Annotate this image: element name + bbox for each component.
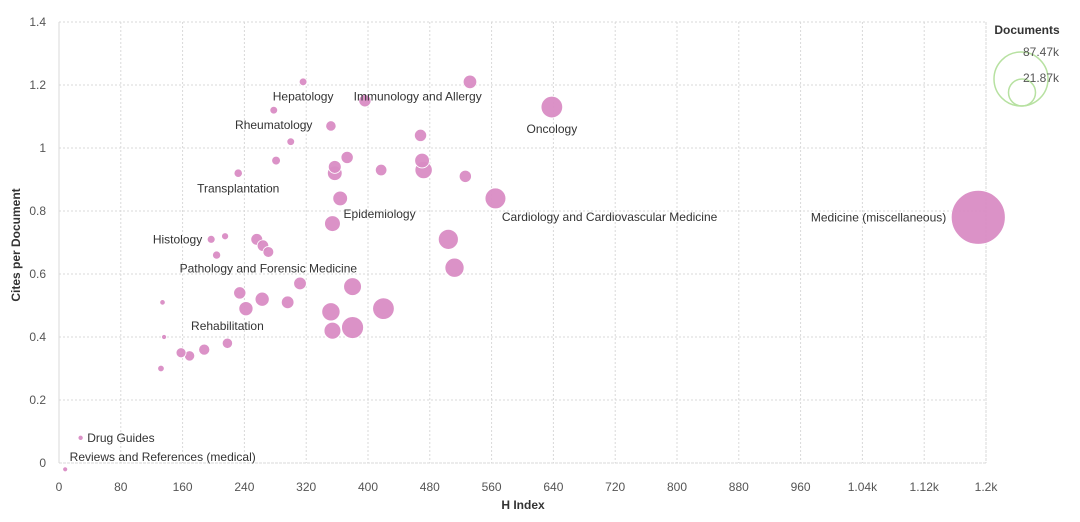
legend-title: Documents <box>994 23 1060 37</box>
bubble-labels: Medicine (miscellaneous) Oncology Cardiolo… <box>70 90 947 464</box>
legend-label-small: 21.87k <box>1023 71 1060 85</box>
bubble-epidemiology <box>332 190 348 207</box>
bubble-label-transplantation: Transplantation <box>197 181 279 195</box>
bubble <box>341 316 364 339</box>
bubble <box>254 291 270 307</box>
bubble <box>414 128 428 142</box>
bubble <box>340 150 354 164</box>
x-tick-label: 1.2k <box>975 480 999 494</box>
bubble-hepatology <box>298 77 308 87</box>
x-tick-label: 720 <box>605 480 625 494</box>
bubble-label-hepatology: Hepatology <box>273 90 334 104</box>
bubble-label-pathology-and-forensic-medicine: Pathology and Forensic Medicine <box>180 261 358 275</box>
x-tick-label: 640 <box>543 480 563 494</box>
bubble <box>157 364 165 373</box>
legend-size-circle <box>1007 78 1037 107</box>
bubble-reviews-and-references-medical <box>62 466 69 473</box>
bubble-cardiology-and-cardiovascular-medicine <box>484 187 507 210</box>
axes: H Index Cites per Document 0 80 160 240 320 4… <box>9 15 998 512</box>
bubble <box>280 295 295 310</box>
x-tick-label: 960 <box>791 480 811 494</box>
bubble <box>327 160 342 174</box>
bubble-label-histology: Histology <box>153 232 202 246</box>
bubble-label-drug-guides: Drug Guides <box>87 431 154 445</box>
x-tick-label: 560 <box>482 480 502 494</box>
bubble-label-immunology-and-allergy: Immunology and Allergy <box>354 90 482 104</box>
bubble <box>198 343 211 356</box>
bubble <box>175 347 187 359</box>
legend: Documents 87.47k 21.87k <box>993 23 1060 107</box>
bubble <box>458 169 472 183</box>
bubble <box>221 232 230 241</box>
legend-label-large: 87.47k <box>1023 45 1060 59</box>
y-tick-label: 1.2 <box>29 78 46 92</box>
bubble-label-cardiology-and-cardiovascular-medicine: Cardiology and Cardiovascular Medicine <box>502 210 718 224</box>
bubble <box>293 276 307 291</box>
y-tick-label: 0.2 <box>29 393 46 407</box>
x-tick-label: 1.12k <box>910 480 940 494</box>
bubble-label-rheumatology: Rheumatology <box>235 118 312 132</box>
x-tick-label: 160 <box>173 480 193 494</box>
bubble <box>414 152 430 169</box>
bubble <box>374 163 388 177</box>
bubble-immunology-and-allergy <box>462 74 478 90</box>
bubble-medicine-miscellaneous <box>950 189 1006 245</box>
x-tick-label: 80 <box>114 480 128 494</box>
bubble <box>321 302 341 322</box>
x-tick-label: 800 <box>667 480 687 494</box>
bubble <box>286 137 296 146</box>
bubble <box>233 286 247 300</box>
bubble-label-oncology: Oncology <box>527 122 578 136</box>
bubble-drug-guides <box>77 434 84 441</box>
y-tick-label: 0.4 <box>29 330 46 344</box>
bubble-oncology <box>540 95 564 119</box>
bubble <box>324 215 341 232</box>
bubble <box>372 297 395 320</box>
y-tick-label: 1 <box>39 141 46 155</box>
bubble <box>212 250 222 260</box>
y-tick-label: 1.4 <box>29 15 46 29</box>
bubble <box>343 277 362 296</box>
x-tick-label: 480 <box>420 480 440 494</box>
bubble <box>323 321 342 340</box>
x-tick-label: 320 <box>296 480 316 494</box>
x-tick-label: 0 <box>56 480 63 494</box>
bubble-transplantation <box>233 168 243 178</box>
bubble <box>325 120 337 132</box>
x-tick-label: 240 <box>234 480 254 494</box>
bubble <box>437 228 459 250</box>
grid <box>58 21 987 464</box>
bubble-label-reviews-and-references-medical: Reviews and References (medical) <box>70 450 256 464</box>
bubble-rehabilitation <box>221 337 233 349</box>
y-tick-label: 0 <box>39 456 46 470</box>
x-tick-label: 880 <box>729 480 749 494</box>
bubble <box>358 94 372 108</box>
bubble <box>271 155 281 166</box>
bubble <box>161 334 167 340</box>
bubble <box>159 299 166 306</box>
bubble-histology <box>206 234 216 244</box>
y-tick-label: 0.8 <box>29 204 46 218</box>
x-tick-label: 400 <box>358 480 378 494</box>
bubble-label-epidemiology: Epidemiology <box>344 207 416 221</box>
x-tick-label: 1.04k <box>848 480 878 494</box>
x-axis-title: H Index <box>501 498 545 512</box>
bubbles <box>62 74 1006 473</box>
bubble-label-rehabilitation: Rehabilitation <box>191 319 264 333</box>
y-tick-label: 0.6 <box>29 267 46 281</box>
bubble-rheumatology <box>269 105 279 115</box>
bubble <box>238 301 254 317</box>
bubble-pathology-and-forensic-medicine <box>262 246 275 258</box>
y-axis-title: Cites per Document <box>9 188 23 301</box>
bubble <box>444 257 465 278</box>
bubble-label-medicine-miscellaneous: Medicine (miscellaneous) <box>811 210 946 224</box>
